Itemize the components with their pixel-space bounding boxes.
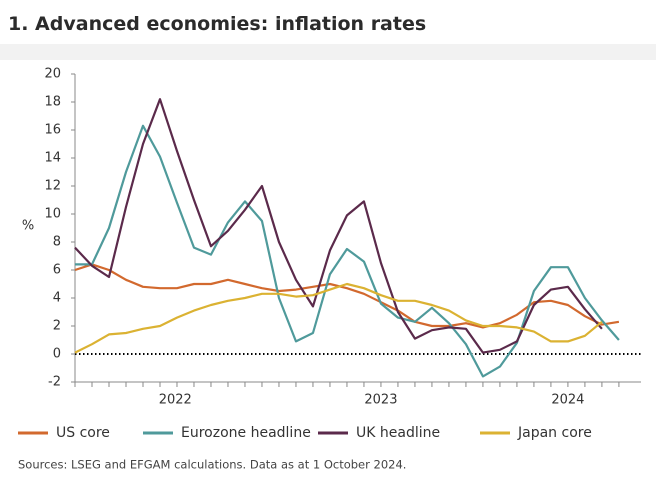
y-tick-label: 4 [53, 291, 61, 306]
y-tick-label: 14 [44, 151, 61, 166]
y-tick-label: 16 [44, 123, 61, 138]
y-tick-label: 18 [44, 95, 61, 110]
x-tick-label: 2022 [159, 393, 192, 408]
y-tick-label: 8 [53, 235, 61, 250]
y-tick-label: 10 [44, 207, 61, 222]
source-note: Sources: LSEG and EFGAM calculations. Da… [18, 458, 406, 472]
y-tick-label: 0 [53, 347, 61, 362]
series-line [74, 98, 603, 354]
y-tick-label: 6 [53, 263, 61, 278]
y-tick-label: 20 [44, 67, 61, 82]
legend-label: Japan core [517, 425, 592, 441]
y-tick-label: -2 [48, 375, 61, 390]
band [0, 44, 656, 60]
y-axis-label: % [22, 219, 34, 234]
series-line [75, 124, 620, 378]
legend-label: US core [56, 425, 110, 441]
chart-title: 1. Advanced economies: inflation rates [8, 13, 426, 35]
series-line [74, 282, 603, 354]
x-tick-label: 2023 [364, 393, 397, 408]
legend-label: Eurozone headline [181, 425, 311, 441]
y-tick-label: 2 [53, 319, 61, 334]
y-tick-label: 12 [44, 179, 61, 194]
x-tick-label: 2024 [551, 393, 584, 408]
legend-label: UK headline [356, 425, 440, 441]
